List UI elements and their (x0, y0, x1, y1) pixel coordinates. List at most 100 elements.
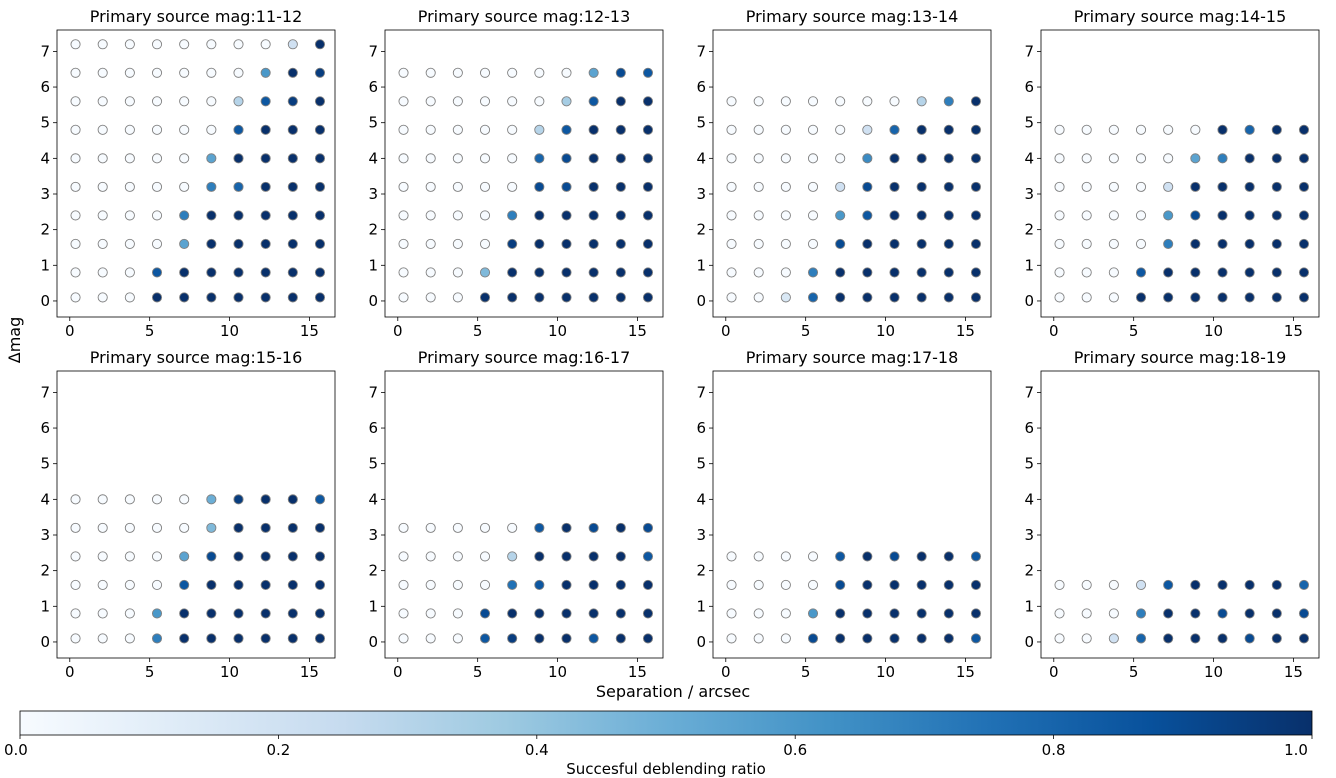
data-point (1108, 267, 1119, 278)
data-point (1054, 124, 1065, 135)
data-point (124, 39, 135, 50)
data-point (561, 608, 572, 619)
data-point (753, 579, 764, 590)
data-point (534, 238, 545, 249)
data-point (1244, 267, 1255, 278)
data-point (479, 579, 491, 590)
data-point (1298, 608, 1310, 619)
data-point (452, 551, 463, 562)
data-point (314, 579, 326, 590)
data-point (1298, 124, 1310, 135)
x-tick-label: 10 (876, 663, 895, 681)
data-point (452, 579, 463, 590)
data-point (753, 124, 764, 135)
y-tick-label: 4 (368, 149, 378, 167)
data-point (425, 579, 436, 590)
x-tick-label: 0 (721, 322, 731, 340)
subplot-4: Primary source mag:14-15 0 5 10 15 0 1 2 3 4 5 6 7 (1024, 7, 1320, 340)
data-point (124, 292, 135, 303)
x-tick-label: 15 (956, 663, 975, 681)
data-point (642, 551, 654, 562)
data-point (534, 210, 545, 221)
data-point (561, 181, 572, 192)
data-point (314, 267, 326, 278)
data-point (970, 181, 982, 192)
subplot-title: Primary source mag:14-15 (1074, 7, 1287, 26)
data-point (588, 153, 599, 164)
data-point (642, 292, 654, 303)
data-point (916, 608, 927, 619)
data-point (970, 153, 982, 164)
data-point (534, 267, 545, 278)
y-tick-label: 0 (368, 633, 378, 651)
data-point (260, 153, 271, 164)
data-point (588, 292, 599, 303)
data-point (398, 551, 409, 562)
data-point (151, 124, 163, 135)
data-point (642, 96, 654, 107)
data-point (1135, 608, 1147, 619)
data-point (835, 124, 846, 135)
data-point (780, 292, 791, 303)
data-point (260, 39, 271, 50)
data-point (642, 210, 654, 221)
x-tick-label: 0 (393, 663, 403, 681)
colorbar-tick-label: 0.0 (4, 741, 28, 759)
data-point (615, 181, 626, 192)
data-point (151, 579, 163, 590)
data-point (124, 522, 135, 533)
data-point (179, 210, 190, 221)
data-point (1081, 267, 1092, 278)
data-point (588, 181, 599, 192)
data-point (807, 633, 819, 644)
data-point (507, 579, 518, 590)
data-point (97, 267, 108, 278)
data-point (1298, 292, 1310, 303)
data-point (1054, 579, 1065, 590)
data-point (615, 210, 626, 221)
data-point (642, 522, 654, 533)
data-point (507, 181, 518, 192)
data-point (287, 494, 298, 505)
data-point (1217, 608, 1228, 619)
data-point (1217, 292, 1228, 303)
data-point (943, 608, 954, 619)
y-tick-label: 0 (40, 292, 50, 310)
y-tick-label: 7 (368, 383, 378, 401)
data-point (1054, 633, 1065, 644)
subplot-5: Primary source mag:15-16 0 5 10 15 0 1 2 3 4 5 6 7 (40, 348, 336, 681)
data-point (642, 238, 654, 249)
data-point (151, 67, 163, 78)
data-point (889, 267, 900, 278)
data-point (1298, 238, 1310, 249)
data-point (70, 522, 81, 533)
data-point (943, 238, 954, 249)
x-tick-label: 5 (473, 663, 483, 681)
data-point (507, 608, 518, 619)
data-point (287, 124, 298, 135)
data-point (753, 181, 764, 192)
data-point (1190, 579, 1201, 590)
data-point (807, 579, 819, 590)
y-tick-label: 7 (40, 42, 50, 60)
data-point (70, 67, 81, 78)
x-tick-label: 15 (1284, 663, 1303, 681)
data-point (124, 238, 135, 249)
data-point (260, 522, 271, 533)
y-tick-label: 7 (696, 383, 706, 401)
data-point (780, 96, 791, 107)
y-tick-label: 6 (368, 78, 378, 96)
data-point (1081, 181, 1092, 192)
data-point (70, 494, 81, 505)
data-point (588, 96, 599, 107)
x-tick-label: 5 (145, 663, 155, 681)
data-point (835, 96, 846, 107)
data-point (862, 633, 873, 644)
data-point (97, 124, 108, 135)
data-point (1054, 210, 1065, 221)
data-point (753, 153, 764, 164)
data-point (534, 579, 545, 590)
data-point (588, 579, 599, 590)
subplot-title: Primary source mag:13-14 (746, 7, 959, 26)
data-point (97, 181, 108, 192)
